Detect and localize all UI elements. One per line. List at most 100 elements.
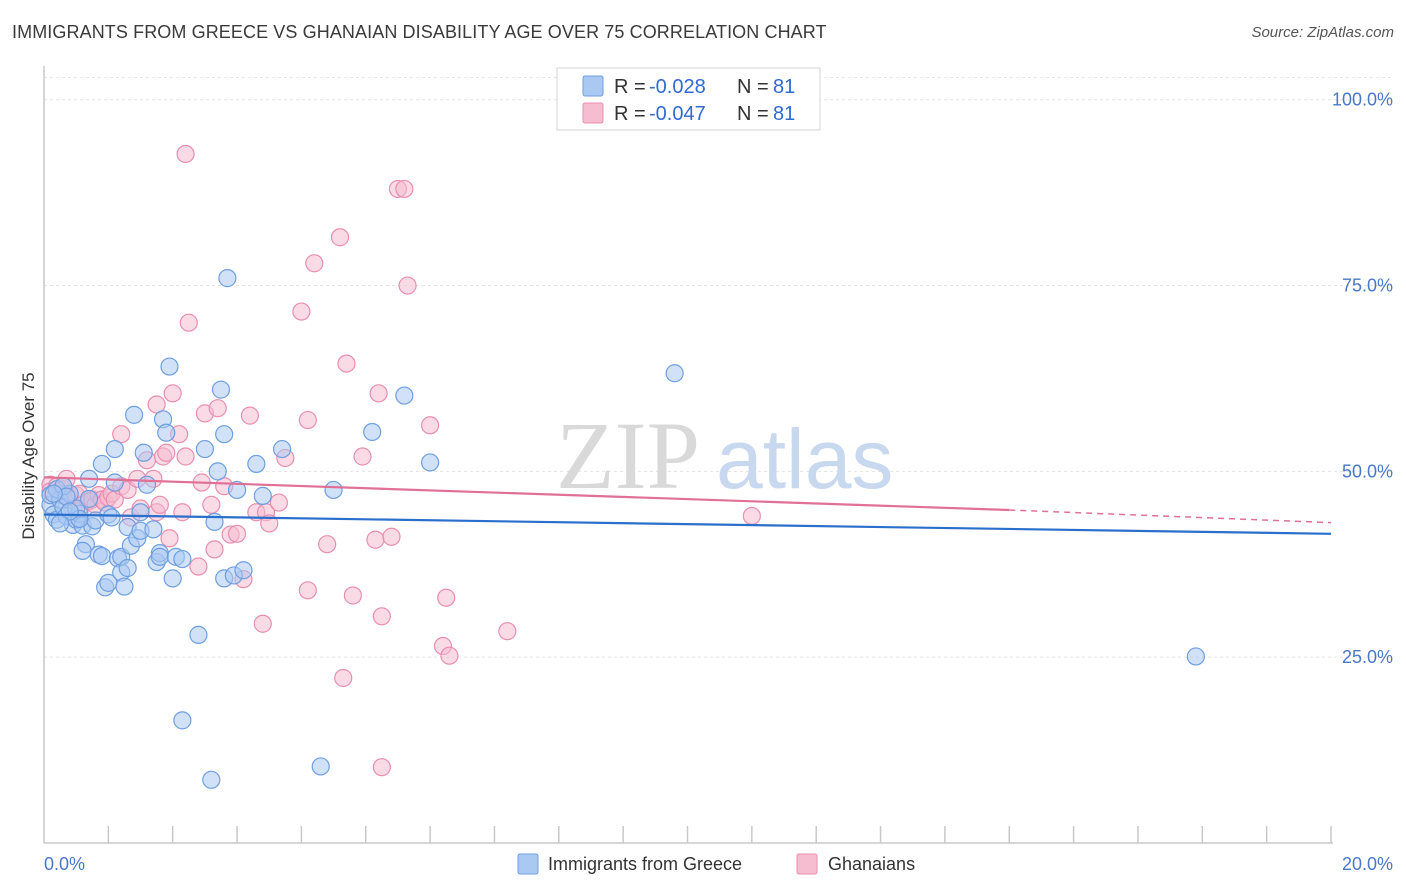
greece-point [124, 405, 144, 424]
ghanaians-point [366, 530, 385, 549]
greece-point [150, 547, 169, 566]
bottom-legend-swatch-greece [517, 853, 539, 875]
greece-point [102, 508, 121, 527]
greece-point [247, 454, 266, 474]
greece-point [160, 357, 179, 376]
y-tick-label: 100.0% [1332, 90, 1393, 110]
greece-point [115, 577, 134, 596]
greece-point [50, 514, 70, 533]
ghanaians-point [398, 276, 417, 295]
greece-point [218, 269, 237, 288]
greece-point [173, 549, 192, 569]
legend-r-label-pink: R = [614, 103, 646, 125]
legend-swatch-blue [582, 75, 604, 97]
ghanaians-point [240, 406, 260, 425]
greece-point [163, 569, 182, 588]
greece-point [92, 454, 112, 474]
greece-point [1186, 647, 1205, 666]
ghanaians-point [150, 495, 169, 514]
ghanaians-point [330, 228, 350, 247]
ghanaians-point [227, 524, 247, 543]
legend-n-label-blue: N = [737, 76, 769, 98]
ghanaians-point [176, 144, 195, 164]
greece-point [137, 475, 157, 494]
ghanaians-point [189, 557, 208, 576]
y-ticks: 25.0% 50.0% 75.0% 100.0% [1332, 90, 1393, 667]
greece-point [105, 439, 124, 459]
ghanaians-point [205, 540, 224, 559]
ghanaians-point [421, 416, 440, 435]
greece-point [234, 561, 253, 580]
greece-point [73, 541, 92, 560]
ghanaians-point [260, 514, 279, 533]
x-tick-label-min: 0.0% [44, 854, 85, 874]
greece-point [227, 480, 247, 500]
legend-n-value-blue: 81 [773, 76, 795, 98]
greece-point [324, 480, 343, 500]
axes [43, 66, 1333, 844]
greece-point [195, 439, 214, 459]
ghanaians-point [372, 758, 391, 777]
ghanaians-point [298, 410, 317, 430]
greece-point [202, 770, 221, 789]
x-tick-label-max: 20.0% [1342, 854, 1393, 874]
ghanaians-point [369, 384, 388, 403]
ghanaians-point [163, 384, 182, 403]
legend-r-label-blue: R = [614, 76, 646, 98]
bottom-legend: Immigrants from Greece Ghanaians [517, 853, 915, 875]
legend-swatch-pink [582, 102, 604, 124]
ghanaians-point [298, 581, 317, 600]
ghanaians-point [253, 614, 272, 633]
ghanaians-point [440, 646, 459, 665]
watermark: ZIP atlas [556, 402, 893, 509]
greece-point [105, 473, 124, 492]
ghanaians-point [353, 447, 372, 466]
ghanaians-point [292, 302, 311, 321]
bottom-legend-label-greece: Immigrants from Greece [548, 854, 742, 874]
greece-point [118, 558, 137, 578]
ghanaians-point [372, 607, 391, 626]
greece-point [421, 453, 440, 472]
legend-r-value-blue: -0.028 [649, 76, 706, 98]
greece-point [134, 443, 153, 462]
greece-point [395, 386, 414, 405]
ghanaians-point [305, 254, 324, 273]
greece-point [173, 711, 192, 730]
greece-point [79, 489, 99, 508]
ghanaians-point [176, 447, 195, 466]
watermark-atlas: atlas [716, 412, 893, 506]
greece-point [253, 486, 272, 505]
ghanaians-point [382, 527, 401, 546]
y-axis-label: Disability Age Over 75 [19, 372, 38, 539]
ghanaians-point [337, 354, 356, 373]
ghanaians-trend-line-extension [1009, 509, 1332, 524]
ghanaians-point [179, 313, 198, 332]
greece-point [92, 546, 112, 566]
ghanaians-point [160, 529, 179, 548]
greece-point [665, 364, 684, 383]
ghanaians-point [334, 668, 353, 688]
ghanaians-point [437, 588, 456, 607]
chart-title: IMMIGRANTS FROM GREECE VS GHANAIAN DISAB… [12, 22, 827, 42]
greece-point [311, 757, 330, 776]
greece-point [144, 520, 163, 539]
ghanaians-point [208, 399, 227, 418]
ghanaians-point [173, 503, 192, 522]
legend-n-label-pink: N = [737, 103, 769, 125]
ghanaians-point [202, 495, 221, 514]
ghanaians-point [343, 586, 362, 605]
ghanaians-point [395, 179, 414, 199]
legend-r-value-pink: -0.047 [649, 103, 706, 125]
greece-point [208, 462, 227, 481]
bottom-legend-swatch-ghanaians [796, 853, 818, 875]
watermark-zip: ZIP [556, 402, 700, 509]
y-tick-label: 50.0% [1342, 461, 1393, 481]
greece-point [131, 503, 150, 522]
greece-point [157, 423, 176, 442]
greece-point [272, 439, 292, 459]
legend-n-value-pink: 81 [773, 103, 795, 125]
x-ticks [107, 826, 1332, 843]
bottom-legend-label-ghanaians: Ghanaians [828, 854, 915, 874]
ghanaians-point [498, 622, 517, 641]
greece-trend-line [43, 513, 1332, 535]
